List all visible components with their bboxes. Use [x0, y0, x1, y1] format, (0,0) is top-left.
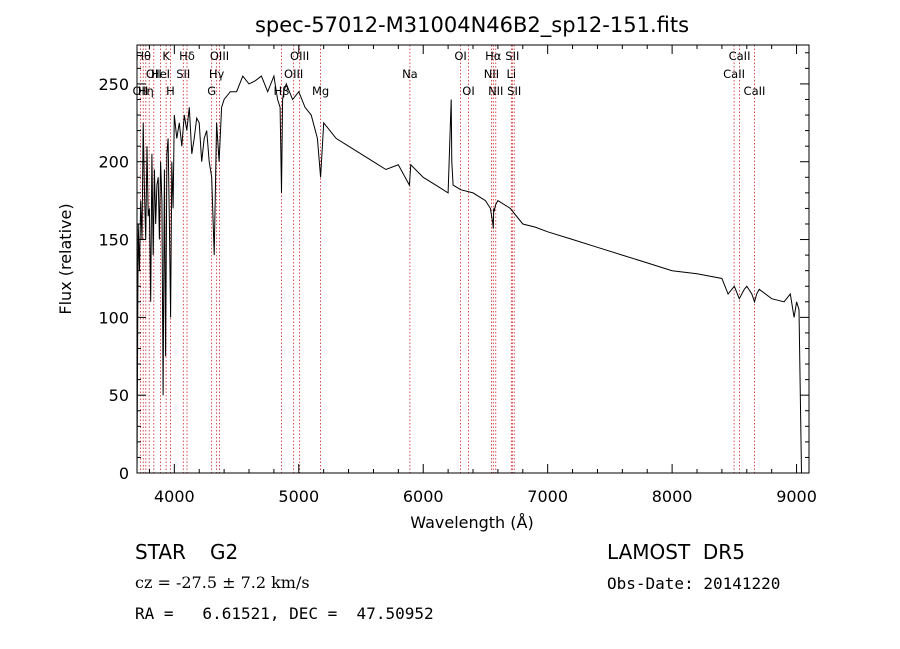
x-tick-label: 6000	[403, 487, 444, 506]
y-axis: 0 50 100 150 200 250	[98, 52, 809, 483]
spectral-line-label: Li	[507, 67, 517, 81]
spectral-line-labels: OIIHθHηOIIHeIKHSIIHδGHγOIIIHβOIIIOIIIMgN…	[132, 49, 765, 98]
x-tick-label: 7000	[527, 487, 568, 506]
obs-date-label: Obs-Date: 20141220	[607, 574, 781, 593]
x-axis: 4000 5000 6000 7000 8000 9000	[148, 45, 817, 506]
spectral-line-label: OI	[462, 84, 474, 98]
x-tick-label: 9000	[776, 487, 817, 506]
plot-frame	[136, 44, 810, 474]
x-tick-label: 5000	[278, 487, 319, 506]
spectral-line-label: NII	[488, 84, 503, 98]
y-tick-label: 150	[98, 231, 129, 250]
spectral-line-label: CaII	[723, 67, 745, 81]
spectral-line-label: Hη	[138, 84, 154, 98]
spectral-line-label: OII	[146, 67, 162, 81]
x-tick-label: 4000	[154, 487, 195, 506]
coordinates-label: RA = 6.61521, DEC = 47.50952	[135, 604, 434, 623]
x-axis-label: Wavelength (Å)	[410, 513, 533, 532]
spectral-line-label: SII	[505, 49, 519, 63]
spectral-line-label: OIII	[210, 49, 229, 63]
spectral-line-label: CaII	[729, 49, 751, 63]
spectral-line-label: H	[166, 84, 175, 98]
spectral-line-label: Hδ	[179, 49, 195, 63]
spectral-line-label: OIII	[290, 49, 309, 63]
spectral-line-label: OII	[132, 84, 148, 98]
spectrum-series-line	[136, 74, 802, 474]
spectral-line-label: HeI	[151, 67, 170, 81]
y-tick-label: 250	[98, 75, 129, 94]
spectral-line-label: OIII	[284, 67, 303, 81]
spectral-line-label: Hγ	[209, 67, 225, 81]
spectral-line-label: Hα	[485, 49, 502, 63]
x-tick-label: 8000	[652, 487, 693, 506]
subclass-label: G2	[210, 540, 239, 564]
spectral-line-label: SII	[507, 84, 521, 98]
spectral-line-label: CaII	[744, 84, 766, 98]
y-tick-label: 0	[119, 464, 129, 483]
chart-title: spec-57012-M31004N46B2_sp12-151.fits	[255, 13, 689, 38]
spectral-line-label: Na	[402, 67, 418, 81]
y-tick-label: 50	[109, 386, 129, 405]
y-tick-label: 200	[98, 153, 129, 172]
spectral-line-label: K	[162, 49, 170, 63]
object-class-label: STAR	[135, 540, 186, 564]
survey-label: LAMOST DR5	[607, 540, 745, 564]
spectral-line-label: G	[207, 84, 216, 98]
velocity-label: cz = -27.5 ± 7.2 km/s	[135, 573, 310, 592]
spectral-line-label: SII	[176, 67, 190, 81]
spectral-line-markers	[139, 45, 755, 473]
spectral-line-label: NII	[484, 67, 499, 81]
spectral-line-label: Mg	[312, 84, 329, 98]
y-axis-label: Flux (relative)	[56, 203, 75, 314]
y-tick-label: 100	[98, 308, 129, 327]
spectral-line-label: Hθ	[135, 49, 151, 63]
spectral-line-label: OI	[454, 49, 466, 63]
